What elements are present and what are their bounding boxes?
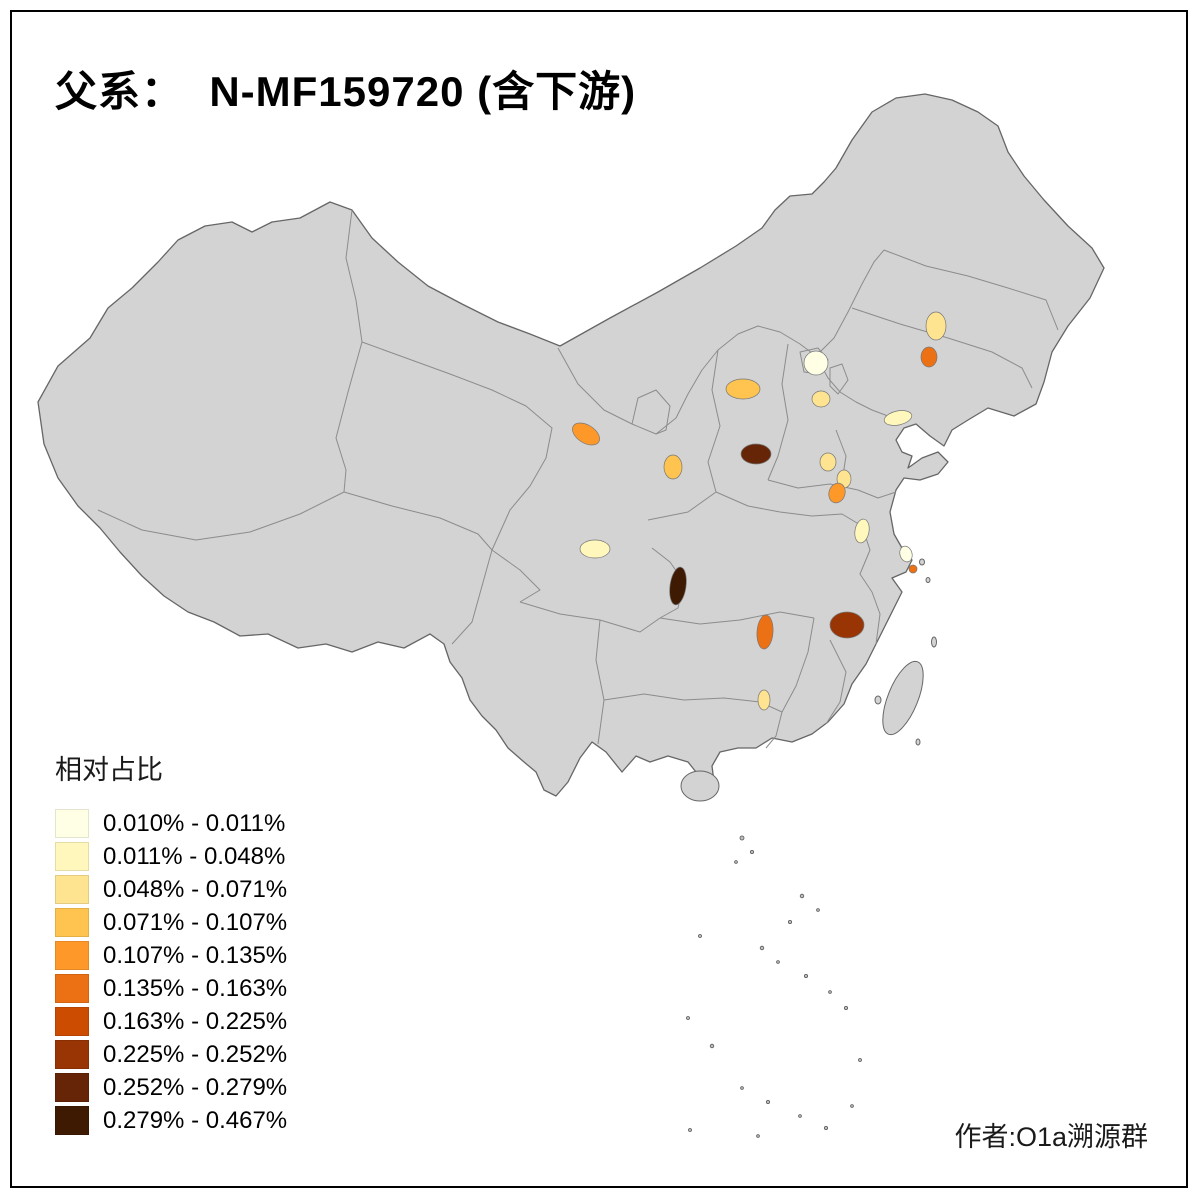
islands — [680, 558, 937, 802]
legend-label: 0.135% - 0.163% — [103, 974, 288, 1002]
author-credit: 作者:O1a溯源群 — [954, 1122, 1148, 1152]
taiwan-island — [882, 660, 924, 736]
legend-label: 0.279% - 0.467% — [103, 1106, 288, 1134]
map-highlight — [725, 378, 761, 400]
legend-item: 0.135% - 0.163% — [55, 972, 287, 1005]
map-highlight — [899, 545, 913, 563]
legend-label: 0.010% - 0.011% — [103, 809, 286, 837]
legend-swatch — [55, 941, 89, 970]
legend-swatch — [55, 1040, 89, 1069]
hainan-island — [680, 770, 720, 802]
map-highlight — [883, 410, 913, 426]
legend-label: 0.048% - 0.071% — [103, 875, 288, 903]
province-boundaries — [97, 209, 1059, 749]
map-highlight — [811, 390, 831, 408]
map-highlight — [908, 564, 918, 574]
legend-item: 0.279% - 0.467% — [55, 1104, 287, 1137]
legend-swatch — [55, 1007, 89, 1036]
legend-item: 0.252% - 0.279% — [55, 1071, 287, 1104]
map-highlight — [828, 482, 846, 504]
legend-item: 0.225% - 0.252% — [55, 1038, 287, 1071]
legend-swatch — [55, 908, 89, 937]
page-title: 父系： N-MF159720 (含下游) — [55, 68, 637, 115]
legend-label: 0.163% - 0.225% — [103, 1007, 288, 1035]
south-sea-islets — [686, 835, 862, 1138]
map-highlight — [663, 454, 683, 480]
legend-item: 0.071% - 0.107% — [55, 906, 287, 939]
map-highlight — [925, 311, 947, 341]
map-highlight — [669, 566, 687, 606]
legend-item: 0.010% - 0.011% — [55, 807, 287, 840]
map-highlight — [803, 350, 829, 376]
map-highlight — [756, 614, 774, 650]
legend-label: 0.071% - 0.107% — [103, 908, 288, 936]
legend: 相对占比 0.010% - 0.011% 0.011% - 0.048% 0.0… — [55, 748, 287, 1137]
legend-swatch — [55, 974, 89, 1003]
legend-swatch — [55, 809, 89, 838]
legend-item: 0.163% - 0.225% — [55, 1005, 287, 1038]
legend-swatch — [55, 1106, 89, 1135]
highlighted-regions — [572, 311, 947, 711]
legend-item: 0.048% - 0.071% — [55, 873, 287, 906]
map-highlight — [579, 539, 611, 559]
legend-swatch — [55, 1073, 89, 1102]
china-mainland — [37, 93, 1105, 797]
legend-label: 0.252% - 0.279% — [103, 1073, 288, 1101]
legend-item: 0.107% - 0.135% — [55, 939, 287, 972]
map-highlight — [854, 518, 870, 544]
legend-title: 相对占比 — [55, 755, 163, 785]
map-highlight — [829, 611, 865, 639]
map-highlight — [757, 689, 771, 711]
legend-label: 0.107% - 0.135% — [103, 941, 288, 969]
legend-item: 0.011% - 0.048% — [55, 840, 287, 873]
legend-swatch — [55, 842, 89, 871]
legend-label: 0.011% - 0.048% — [103, 842, 286, 870]
map-highlight — [572, 422, 600, 446]
legend-swatch — [55, 875, 89, 904]
map-highlight — [819, 452, 837, 472]
legend-label: 0.225% - 0.252% — [103, 1040, 288, 1068]
map-highlight — [740, 443, 772, 465]
map-highlight — [920, 346, 938, 368]
